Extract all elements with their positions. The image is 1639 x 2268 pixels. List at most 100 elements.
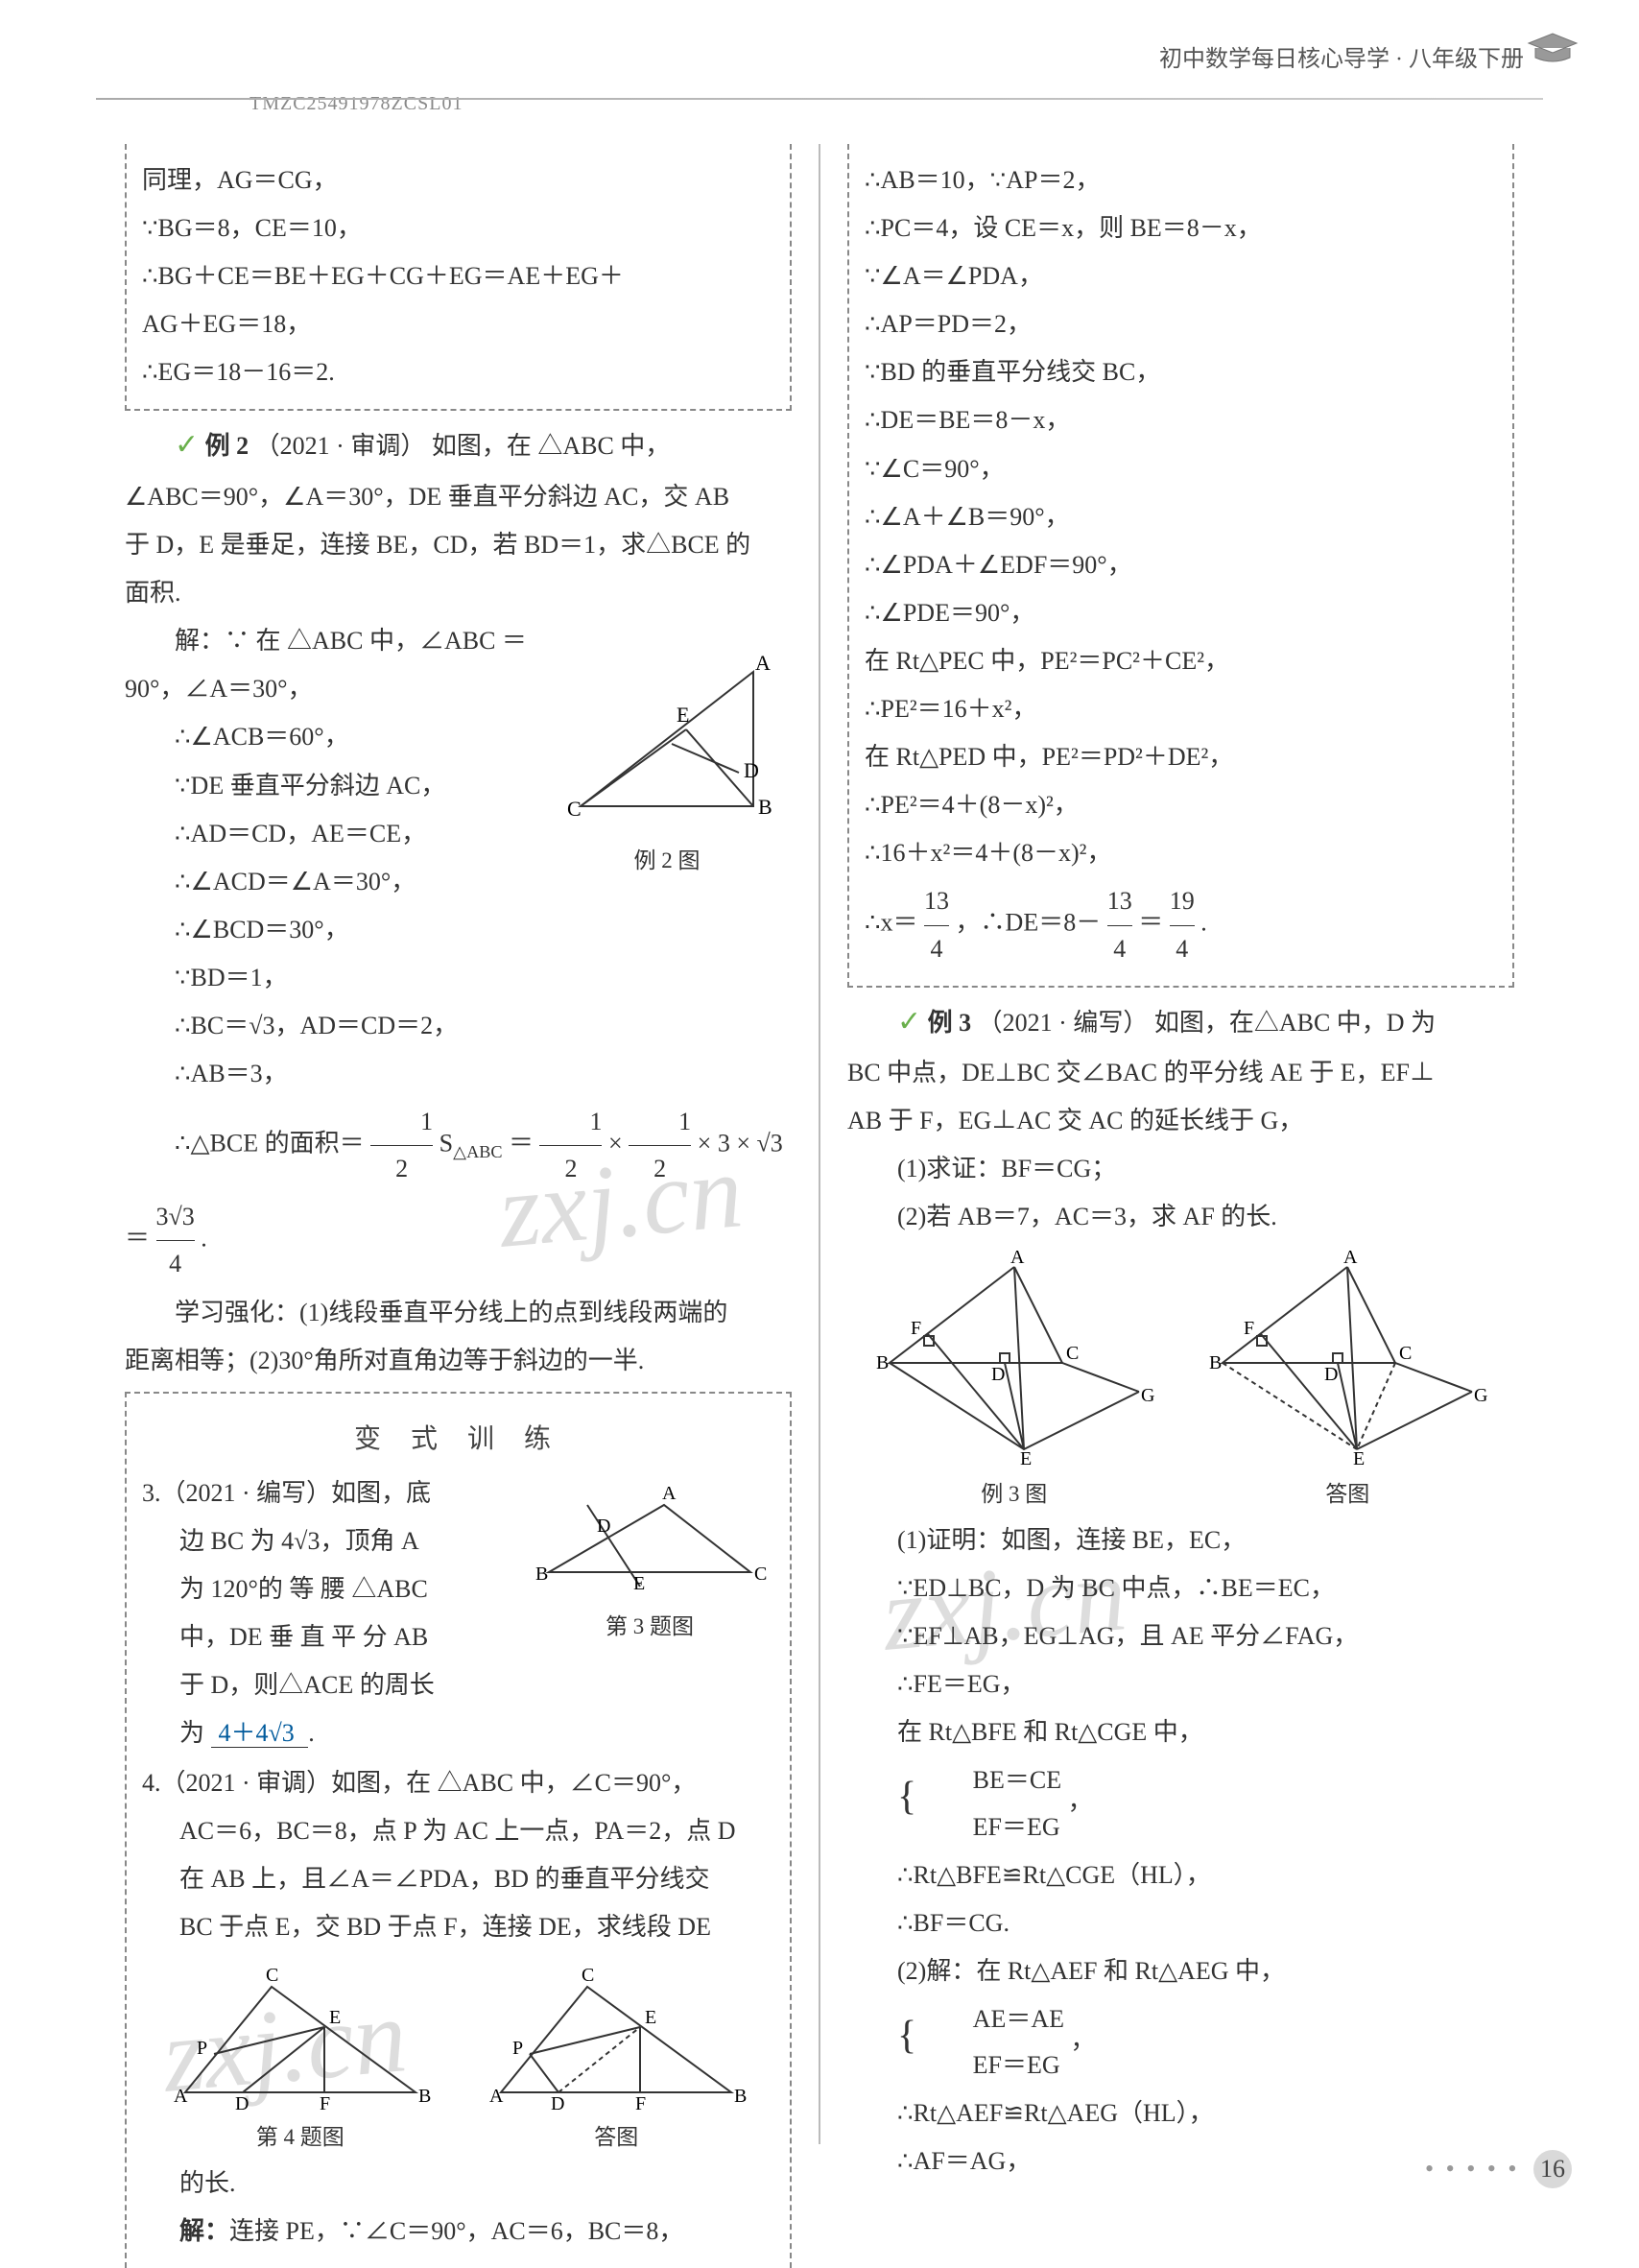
- text-line: ∴PC＝4，设 CE＝x，则 BE＝8－x，: [865, 205, 1497, 251]
- svg-text:B: B: [418, 2086, 431, 2107]
- text-line: ∴∠BCD＝30°，: [125, 907, 792, 953]
- svg-text:A: A: [755, 651, 771, 675]
- text-line: AB 于 F，EG⊥AC 交 AC 的延长线于 G，: [847, 1098, 1514, 1144]
- figure-q3: A B C D E 第 3 题图: [525, 1470, 774, 1648]
- brace-system: { BE＝CE EF＝EG ，: [847, 1757, 1514, 1850]
- text-line: ∴BG＋CE＝BE＋EG＋CG＋EG＝AE＋EG＋: [142, 253, 774, 299]
- svg-text:A: A: [489, 2086, 504, 2107]
- diagram-ex3-2: A B C D E F G: [1203, 1248, 1491, 1468]
- figure-caption: 例 3 图: [870, 1474, 1158, 1516]
- svg-text:P: P: [512, 2038, 523, 2059]
- text-line: AC＝6，BC＝8，点 P 为 AC 上一点，PA＝2，点 D: [142, 1808, 774, 1854]
- text-line: ∴Rt△AEF≌Rt△AEG（HL），: [847, 2090, 1514, 2137]
- diagram-q4-2: A B C D E F P: [482, 1958, 750, 2112]
- figures-q4: A B C D E F P 第 4 题图: [142, 1952, 774, 2159]
- check-icon: ✓: [175, 429, 199, 461]
- study-note: 距离相等；(2)30°角所对直角边等于斜边的一半.: [125, 1338, 792, 1384]
- text-line: ∵ED⊥BC，D 为 BC 中点，∴BE＝EC，: [847, 1565, 1514, 1611]
- text-line: ∴BC＝√3，AD＝CD＝2，: [125, 1003, 792, 1049]
- svg-text:D: D: [991, 1364, 1005, 1385]
- header-code: TMZC25491978ZCSL01: [249, 86, 463, 122]
- text-line: ∠ABC＝90°，∠A＝30°，DE 垂直平分斜边 AC，交 AB: [125, 474, 792, 520]
- example-source: （2021 · 编写）: [978, 1009, 1149, 1037]
- text-line: BC 中点，DE⊥BC 交∠BAC 的平分线 AE 于 E，EF⊥: [847, 1050, 1514, 1096]
- svg-text:A: A: [1010, 1248, 1025, 1268]
- diagram-ex3-1: A B C D E F G: [870, 1248, 1158, 1468]
- svg-text:B: B: [758, 795, 772, 819]
- answer: 4＋4√3: [211, 1719, 309, 1748]
- left-column: 同理，AG＝CG， ∵BG＝8，CE＝10， ∴BG＋CE＝BE＋EG＋CG＋E…: [106, 144, 811, 2144]
- text-line: ∴△BCE 的面积＝ 12 S△ABC ＝ 12 × 12 × 3 × √3: [125, 1099, 792, 1192]
- text-line: ∵BG＝8，CE＝10，: [142, 205, 774, 251]
- solution-box-continued: ∴AB＝10，∵AP＝2， ∴PC＝4，设 CE＝x，则 BE＝8－x， ∵∠A…: [847, 144, 1514, 988]
- column-divider: [819, 144, 820, 2144]
- text-line: (2)若 AB＝7，AC＝3，求 AF 的长.: [847, 1194, 1514, 1240]
- text-line: ∵∠C＝90°，: [865, 446, 1497, 492]
- svg-text:D: D: [597, 1516, 610, 1537]
- text-line: ∴FE＝EG，: [847, 1661, 1514, 1707]
- svg-text:E: E: [677, 703, 689, 727]
- svg-text:D: D: [235, 2093, 249, 2112]
- text-line: 于 D，则△ACE 的周长: [142, 1662, 774, 1708]
- text-line: (1)求证：BF＝CG；: [847, 1146, 1514, 1192]
- text-line: 在 Rt△BFE 和 Rt△CGE 中，: [847, 1709, 1514, 1755]
- figure-caption: 答图: [482, 2117, 750, 2159]
- diagram-ex2: A B C D E: [552, 624, 782, 835]
- text-line: ∴DE＝BE＝8－x，: [865, 397, 1497, 443]
- svg-text:A: A: [174, 2086, 188, 2107]
- brace-system: { AE＝AE EF＝EG ，: [847, 1996, 1514, 2089]
- page-dots: • • • • •: [1425, 2155, 1520, 2183]
- svg-text:G: G: [1141, 1385, 1154, 1406]
- svg-text:F: F: [1244, 1318, 1254, 1339]
- main-content: 同理，AG＝CG， ∵BG＝8，CE＝10， ∴BG＋CE＝BE＋EG＋CG＋E…: [106, 144, 1533, 2144]
- svg-text:D: D: [744, 758, 759, 782]
- text-line: 于 D，E 是垂足，连接 BE，CD，若 BD＝1，求△BCE 的: [125, 522, 792, 568]
- example-header: ✓ 例 2 （2021 · 审调） 如图，在 △ABC 中，: [125, 418, 792, 472]
- svg-text:C: C: [754, 1564, 767, 1585]
- text-line: ∴AP＝PD＝2，: [865, 301, 1497, 347]
- svg-text:C: C: [266, 1965, 278, 1986]
- text-line: ∴PE²＝4＋(8－x)²，: [865, 782, 1497, 828]
- text-line: 的长.: [142, 2161, 774, 2207]
- header-line: [96, 98, 1543, 100]
- text-line: ∴x＝ 134 ，∴DE＝8－ 134 ＝ 194 .: [865, 878, 1497, 971]
- text-line: ∴AF＝AG，: [847, 2138, 1514, 2184]
- svg-text:E: E: [1353, 1448, 1365, 1468]
- figure-caption: 第 3 题图: [525, 1607, 774, 1648]
- text-line: ∴BF＝CG.: [847, 1900, 1514, 1946]
- text-line: ∵EF⊥AB，EG⊥AG，且 AE 平分∠FAG，: [847, 1613, 1514, 1659]
- figure-ex2: A B C D E 例 2 图: [542, 618, 792, 882]
- svg-text:G: G: [1474, 1385, 1487, 1406]
- svg-text:D: D: [551, 2093, 564, 2112]
- page-number-value: 16: [1533, 2150, 1572, 2188]
- text-line: 在 AB 上，且∠A＝∠PDA，BD 的垂直平分线交: [142, 1856, 774, 1902]
- example-header: ✓ 例 3 （2021 · 编写） 如图，在△ABC 中，D 为: [847, 995, 1514, 1049]
- text-line: ∴∠A＋∠B＝90°，: [865, 494, 1497, 540]
- svg-text:C: C: [1399, 1343, 1412, 1364]
- text-line: ∴AB＝10，∵AP＝2，: [865, 157, 1497, 203]
- svg-text:F: F: [911, 1318, 921, 1339]
- svg-text:E: E: [633, 1573, 645, 1594]
- page-number: • • • • • 16: [1425, 2146, 1572, 2192]
- figure-caption: 例 2 图: [542, 841, 792, 882]
- header-title: 初中数学每日核心导学 · 八年级下册: [1159, 38, 1524, 81]
- solution-line: 解：连接 PE，∵∠C＝90°，AC＝6，BC＝8，: [142, 2208, 774, 2255]
- figures-ex3: A B C D E F G 例 3 图: [847, 1242, 1514, 1516]
- study-note: 学习强化：(1)线段垂直平分线上的点到线段两端的: [125, 1290, 792, 1336]
- example-source: （2021 · 审调）: [255, 432, 426, 460]
- text: 如图，在 △ABC 中，: [432, 432, 670, 460]
- figure-caption: 答图: [1203, 1474, 1491, 1516]
- svg-text:B: B: [734, 2086, 747, 2107]
- example-label: 例 3: [928, 1009, 972, 1037]
- svg-text:C: C: [1066, 1343, 1079, 1364]
- svg-text:D: D: [1324, 1364, 1338, 1385]
- svg-text:F: F: [320, 2093, 330, 2112]
- svg-text:A: A: [1343, 1248, 1358, 1268]
- diagram-q3: A B C D E: [530, 1476, 770, 1601]
- text-line: ∵BD＝1，: [125, 955, 792, 1001]
- text-line: 在 Rt△PEC 中，PE²＝PC²＋CE²，: [865, 638, 1497, 684]
- diagram-q4-1: A B C D E F P: [166, 1958, 435, 2112]
- section-banner: 变 式 训 练: [142, 1415, 774, 1465]
- svg-text:E: E: [329, 2007, 341, 2028]
- text-line: AG＋EG＝18，: [142, 301, 774, 347]
